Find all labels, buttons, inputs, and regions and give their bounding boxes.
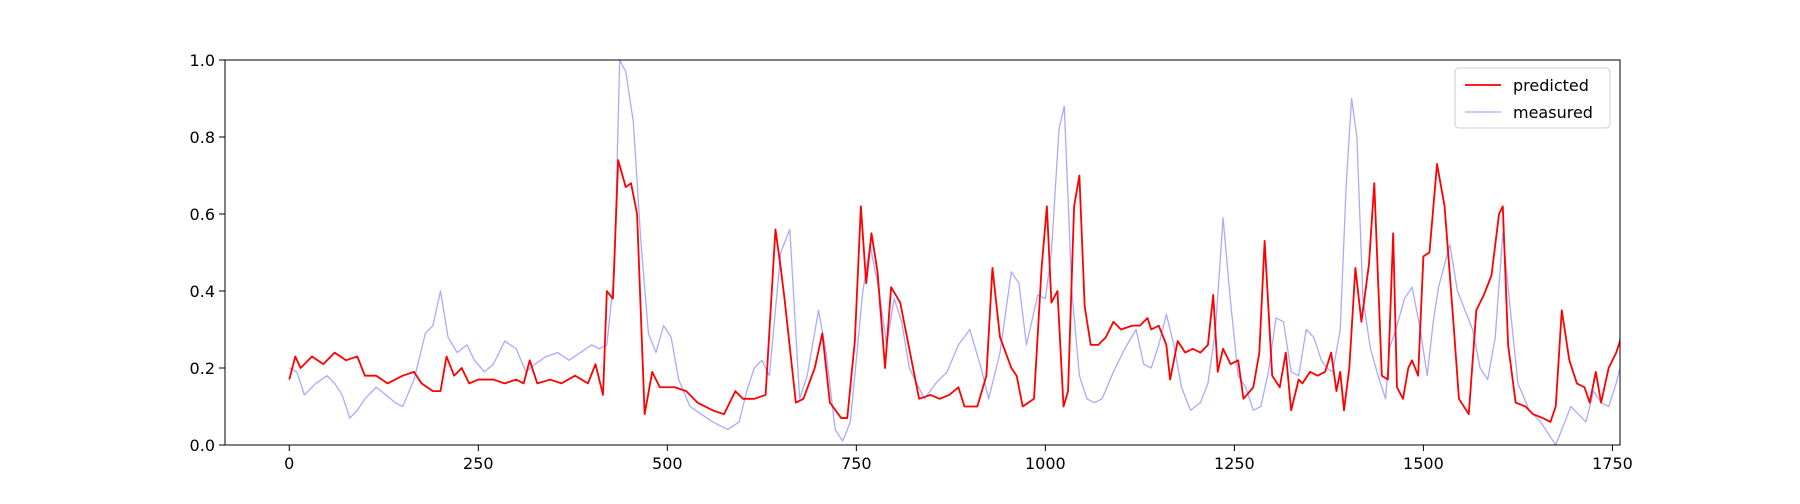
axes-layer: 0 250 500 750 1000 1250 1500 1750 0.0 0.2 0.4 0.6 0.…	[190, 51, 1633, 473]
series-line-measured	[288, 60, 1620, 445]
axes-frame	[224, 59, 1621, 446]
x-tick-label: 500	[652, 454, 683, 473]
plot-background	[225, 60, 1620, 445]
x-tick-label: 1250	[1214, 454, 1255, 473]
x-tick-label: 750	[841, 454, 872, 473]
legend-box	[1454, 67, 1611, 129]
series-line-predicted	[288, 159, 1620, 423]
y-tick-label: 0.6	[190, 205, 215, 224]
x-tick-label: 1500	[1403, 454, 1444, 473]
y-tick-label: 1.0	[190, 51, 215, 70]
x-tick-label: 250	[463, 454, 494, 473]
y-tick-label: 0.8	[190, 128, 215, 147]
legend: predicted measured	[1454, 67, 1611, 129]
x-tick-label: 1000	[1025, 454, 1066, 473]
legend-label-measured: measured	[1513, 103, 1593, 122]
y-tick-label: 0.0	[190, 436, 215, 455]
series-layer	[288, 60, 1620, 445]
x-tick-label: 1750	[1592, 454, 1633, 473]
x-tick-label: 0	[284, 454, 294, 473]
y-tick-label: 0.2	[190, 359, 215, 378]
legend-label-predicted: predicted	[1513, 76, 1589, 95]
y-tick-label: 0.4	[190, 282, 215, 301]
